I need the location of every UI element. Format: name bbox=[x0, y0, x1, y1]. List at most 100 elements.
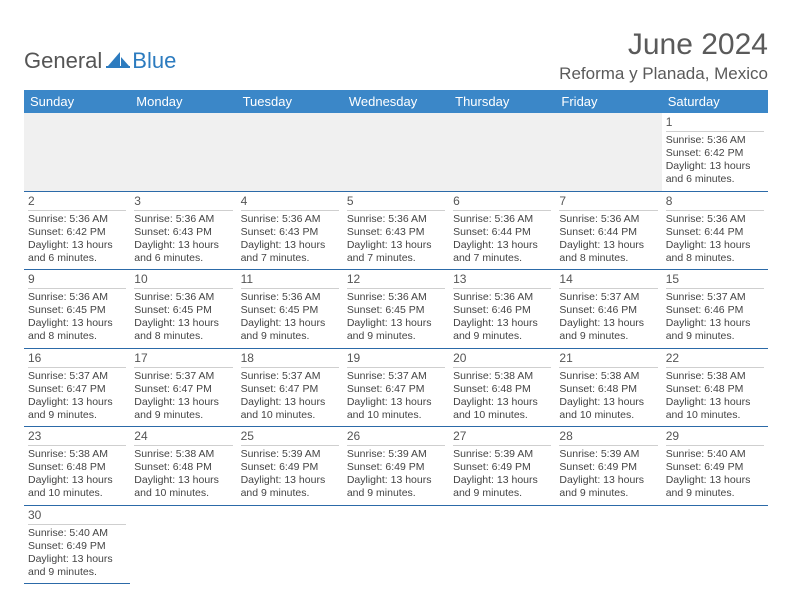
blank-cell bbox=[449, 113, 555, 191]
day-number: 4 bbox=[241, 194, 339, 211]
daylight-line: Daylight: 13 hours and 9 minutes. bbox=[666, 474, 764, 500]
sunset-line: Sunset: 6:47 PM bbox=[347, 383, 445, 396]
sunrise-line: Sunrise: 5:37 AM bbox=[28, 370, 126, 383]
daylight-line: Daylight: 13 hours and 6 minutes. bbox=[134, 239, 232, 265]
blank-cell bbox=[343, 113, 449, 191]
calendar-row: 2Sunrise: 5:36 AMSunset: 6:42 PMDaylight… bbox=[24, 191, 768, 270]
month-title: June 2024 bbox=[559, 28, 768, 62]
daylight-line: Daylight: 13 hours and 9 minutes. bbox=[28, 396, 126, 422]
sunrise-line: Sunrise: 5:38 AM bbox=[134, 448, 232, 461]
sunset-line: Sunset: 6:48 PM bbox=[559, 383, 657, 396]
day-number: 25 bbox=[241, 429, 339, 446]
blank-cell bbox=[662, 505, 768, 584]
day-number: 10 bbox=[134, 272, 232, 289]
sunset-line: Sunset: 6:45 PM bbox=[241, 304, 339, 317]
sunrise-line: Sunrise: 5:36 AM bbox=[28, 291, 126, 304]
blank-cell bbox=[449, 505, 555, 584]
blank-cell bbox=[343, 505, 449, 584]
sunset-line: Sunset: 6:42 PM bbox=[28, 226, 126, 239]
daylight-line: Daylight: 13 hours and 9 minutes. bbox=[28, 553, 126, 579]
daylight-line: Daylight: 13 hours and 8 minutes. bbox=[134, 317, 232, 343]
day-cell: 11Sunrise: 5:36 AMSunset: 6:45 PMDayligh… bbox=[237, 270, 343, 349]
day-number: 15 bbox=[666, 272, 764, 289]
sunset-line: Sunset: 6:44 PM bbox=[453, 226, 551, 239]
day-cell: 5Sunrise: 5:36 AMSunset: 6:43 PMDaylight… bbox=[343, 191, 449, 270]
sunset-line: Sunset: 6:43 PM bbox=[134, 226, 232, 239]
calendar-row: 23Sunrise: 5:38 AMSunset: 6:48 PMDayligh… bbox=[24, 427, 768, 506]
day-cell: 8Sunrise: 5:36 AMSunset: 6:44 PMDaylight… bbox=[662, 191, 768, 270]
blank-cell bbox=[237, 505, 343, 584]
day-cell: 24Sunrise: 5:38 AMSunset: 6:48 PMDayligh… bbox=[130, 427, 236, 506]
sunrise-line: Sunrise: 5:37 AM bbox=[134, 370, 232, 383]
day-number: 5 bbox=[347, 194, 445, 211]
sunrise-line: Sunrise: 5:38 AM bbox=[666, 370, 764, 383]
sunrise-line: Sunrise: 5:36 AM bbox=[134, 291, 232, 304]
day-number: 17 bbox=[134, 351, 232, 368]
title-block: June 2024 Reforma y Planada, Mexico bbox=[559, 28, 768, 84]
day-cell: 6Sunrise: 5:36 AMSunset: 6:44 PMDaylight… bbox=[449, 191, 555, 270]
sunrise-line: Sunrise: 5:36 AM bbox=[28, 213, 126, 226]
day-header: Saturday bbox=[662, 90, 768, 113]
daylight-line: Daylight: 13 hours and 9 minutes. bbox=[134, 396, 232, 422]
day-header: Tuesday bbox=[237, 90, 343, 113]
sunset-line: Sunset: 6:45 PM bbox=[134, 304, 232, 317]
day-number: 18 bbox=[241, 351, 339, 368]
day-number: 1 bbox=[666, 115, 764, 132]
day-cell: 29Sunrise: 5:40 AMSunset: 6:49 PMDayligh… bbox=[662, 427, 768, 506]
sunset-line: Sunset: 6:46 PM bbox=[453, 304, 551, 317]
sunset-line: Sunset: 6:46 PM bbox=[666, 304, 764, 317]
day-number: 20 bbox=[453, 351, 551, 368]
daylight-line: Daylight: 13 hours and 9 minutes. bbox=[347, 474, 445, 500]
sunrise-line: Sunrise: 5:40 AM bbox=[666, 448, 764, 461]
sunset-line: Sunset: 6:45 PM bbox=[347, 304, 445, 317]
sunset-line: Sunset: 6:49 PM bbox=[453, 461, 551, 474]
daylight-line: Daylight: 13 hours and 7 minutes. bbox=[347, 239, 445, 265]
sail-icon bbox=[106, 48, 130, 74]
day-cell: 2Sunrise: 5:36 AMSunset: 6:42 PMDaylight… bbox=[24, 191, 130, 270]
sunrise-line: Sunrise: 5:36 AM bbox=[134, 213, 232, 226]
daylight-line: Daylight: 13 hours and 9 minutes. bbox=[453, 474, 551, 500]
calendar-row: 1Sunrise: 5:36 AMSunset: 6:42 PMDaylight… bbox=[24, 113, 768, 191]
daylight-line: Daylight: 13 hours and 10 minutes. bbox=[241, 396, 339, 422]
sunrise-line: Sunrise: 5:37 AM bbox=[241, 370, 339, 383]
sunrise-line: Sunrise: 5:38 AM bbox=[28, 448, 126, 461]
blank-cell bbox=[237, 113, 343, 191]
sunset-line: Sunset: 6:49 PM bbox=[241, 461, 339, 474]
day-number: 19 bbox=[347, 351, 445, 368]
daylight-line: Daylight: 13 hours and 8 minutes. bbox=[666, 239, 764, 265]
daylight-line: Daylight: 13 hours and 10 minutes. bbox=[347, 396, 445, 422]
day-header-row: Sunday Monday Tuesday Wednesday Thursday… bbox=[24, 90, 768, 113]
day-cell: 3Sunrise: 5:36 AMSunset: 6:43 PMDaylight… bbox=[130, 191, 236, 270]
day-cell: 18 Sunrise: 5:37 AMSunset: 6:47 PMDayligh… bbox=[237, 348, 343, 427]
day-header: Monday bbox=[130, 90, 236, 113]
day-number: 13 bbox=[453, 272, 551, 289]
sunrise-line: Sunrise: 5:39 AM bbox=[559, 448, 657, 461]
blank-cell bbox=[24, 113, 130, 191]
daylight-line: Daylight: 13 hours and 10 minutes. bbox=[28, 474, 126, 500]
day-cell: 9Sunrise: 5:36 AMSunset: 6:45 PMDaylight… bbox=[24, 270, 130, 349]
brand-general: General bbox=[24, 48, 102, 74]
daylight-line: Daylight: 13 hours and 10 minutes. bbox=[559, 396, 657, 422]
calendar-table: Sunday Monday Tuesday Wednesday Thursday… bbox=[24, 90, 768, 584]
day-cell: 7Sunrise: 5:36 AMSunset: 6:44 PMDaylight… bbox=[555, 191, 661, 270]
daylight-line: Daylight: 13 hours and 8 minutes. bbox=[28, 317, 126, 343]
day-cell: 4Sunrise: 5:36 AMSunset: 6:43 PMDaylight… bbox=[237, 191, 343, 270]
sunset-line: Sunset: 6:47 PM bbox=[241, 383, 339, 396]
sunset-line: Sunset: 6:49 PM bbox=[559, 461, 657, 474]
day-number: 22 bbox=[666, 351, 764, 368]
sunrise-line: Sunrise: 5:36 AM bbox=[559, 213, 657, 226]
sunset-line: Sunset: 6:42 PM bbox=[666, 147, 764, 160]
sunset-line: Sunset: 6:44 PM bbox=[666, 226, 764, 239]
day-number: 30 bbox=[28, 508, 126, 525]
sunrise-line: Sunrise: 5:39 AM bbox=[347, 448, 445, 461]
day-number: 16 bbox=[28, 351, 126, 368]
location: Reforma y Planada, Mexico bbox=[559, 64, 768, 84]
sunrise-line: Sunrise: 5:39 AM bbox=[453, 448, 551, 461]
sunset-line: Sunset: 6:49 PM bbox=[666, 461, 764, 474]
sunset-line: Sunset: 6:49 PM bbox=[28, 540, 126, 553]
sunrise-line: Sunrise: 5:36 AM bbox=[241, 291, 339, 304]
daylight-line: Daylight: 13 hours and 10 minutes. bbox=[134, 474, 232, 500]
day-number: 14 bbox=[559, 272, 657, 289]
brand-blue: Blue bbox=[132, 48, 176, 74]
daylight-line: Daylight: 13 hours and 9 minutes. bbox=[666, 317, 764, 343]
